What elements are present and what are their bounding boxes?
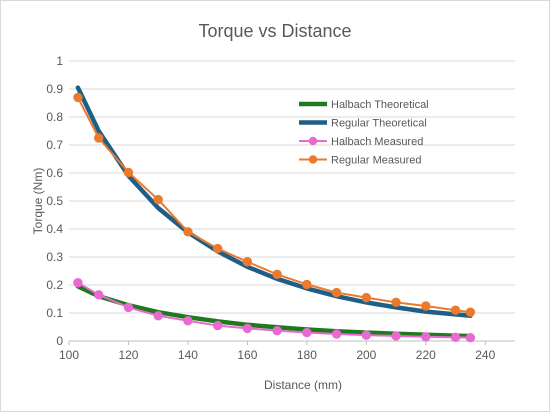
y-tick-label: 0.2 (46, 278, 63, 292)
y-axis-ticks: 0 0.1 0.2 0.3 0.4 0.5 0.6 0.7 0.8 0.9 1 (46, 54, 63, 348)
chart-title: Torque vs Distance (198, 21, 351, 41)
halbach-measured-point (421, 332, 431, 342)
regular-measured-point (73, 92, 83, 103)
x-tick-label: 140 (178, 348, 198, 362)
regular-measured-point (421, 301, 431, 311)
x-tick-label: 240 (475, 348, 495, 362)
legend-label-regular-measured: Regular Measured (331, 155, 422, 167)
halbach-measured-point (183, 316, 193, 326)
gridlines (69, 60, 515, 314)
legend: Halbach Theoretical Regular Theoretical Ha… (299, 99, 429, 167)
y-tick-label: 0.3 (46, 250, 63, 264)
regular-measured-point (450, 305, 461, 315)
y-tick-label: 0.1 (46, 306, 63, 320)
regular-measured-point (153, 194, 163, 205)
x-tick-label: 100 (59, 348, 79, 362)
y-tick-label: 0.9 (46, 82, 63, 96)
halbach-measured-point (242, 323, 253, 334)
regular-measured-point (272, 269, 282, 280)
halbach-measured-point (153, 311, 163, 321)
y-tick-label: 0.4 (46, 222, 63, 236)
legend-marker-regular-measured (308, 155, 318, 164)
regular-measured-point (242, 257, 253, 267)
halbach-measured-point (272, 325, 282, 336)
x-tick-label: 200 (356, 348, 376, 362)
y-tick-label: 0.6 (46, 166, 63, 180)
y-tick-label: 0.5 (46, 194, 63, 208)
regular-measured-point (391, 297, 401, 308)
regular-measured-point (183, 227, 193, 237)
x-tick-label: 120 (118, 348, 138, 362)
halbach-measured-point (361, 330, 372, 340)
regular-measured-point (465, 307, 476, 317)
halbach-measured-point (391, 331, 401, 341)
x-axis-ticks: 100 120 140 160 180 200 220 240 (59, 341, 496, 362)
regular-measured-point (331, 287, 342, 298)
legend-marker-halbach-measured (308, 136, 318, 146)
x-tick-label: 220 (416, 348, 436, 362)
legend-label-regular-theoretical: Regular Theoretical (331, 118, 427, 130)
y-axis-label: Torque (Nm) (31, 168, 45, 235)
halbach-measured-point (331, 329, 342, 339)
halbach-measured-point (73, 278, 83, 288)
legend-label-halbach-measured: Halbach Measured (331, 136, 423, 148)
regular-measured-point (302, 279, 312, 290)
halbach-measured-point (94, 290, 104, 300)
y-tick-label: 0.7 (46, 138, 63, 152)
regular-measured-point (212, 243, 223, 254)
halbach-measured-point (450, 332, 461, 343)
halbach-measured-point (302, 327, 312, 338)
y-tick-label: 0.8 (46, 110, 63, 124)
legend-label-halbach-theoretical: Halbach Theoretical (331, 99, 429, 111)
regular-measured-point (94, 133, 104, 143)
regular-measured-point (361, 292, 372, 303)
halbach-measured-point (123, 302, 134, 313)
halbach-measured-point (465, 332, 476, 343)
y-tick-label: 0 (56, 334, 63, 348)
x-tick-label: 180 (297, 348, 317, 362)
series-layer (73, 85, 476, 343)
x-axis-label: Distance (mm) (264, 378, 342, 392)
halbach-measured-point (212, 320, 223, 331)
regular-measured-point (123, 167, 134, 178)
x-tick-label: 160 (237, 348, 257, 362)
y-tick-label: 1 (56, 54, 63, 68)
